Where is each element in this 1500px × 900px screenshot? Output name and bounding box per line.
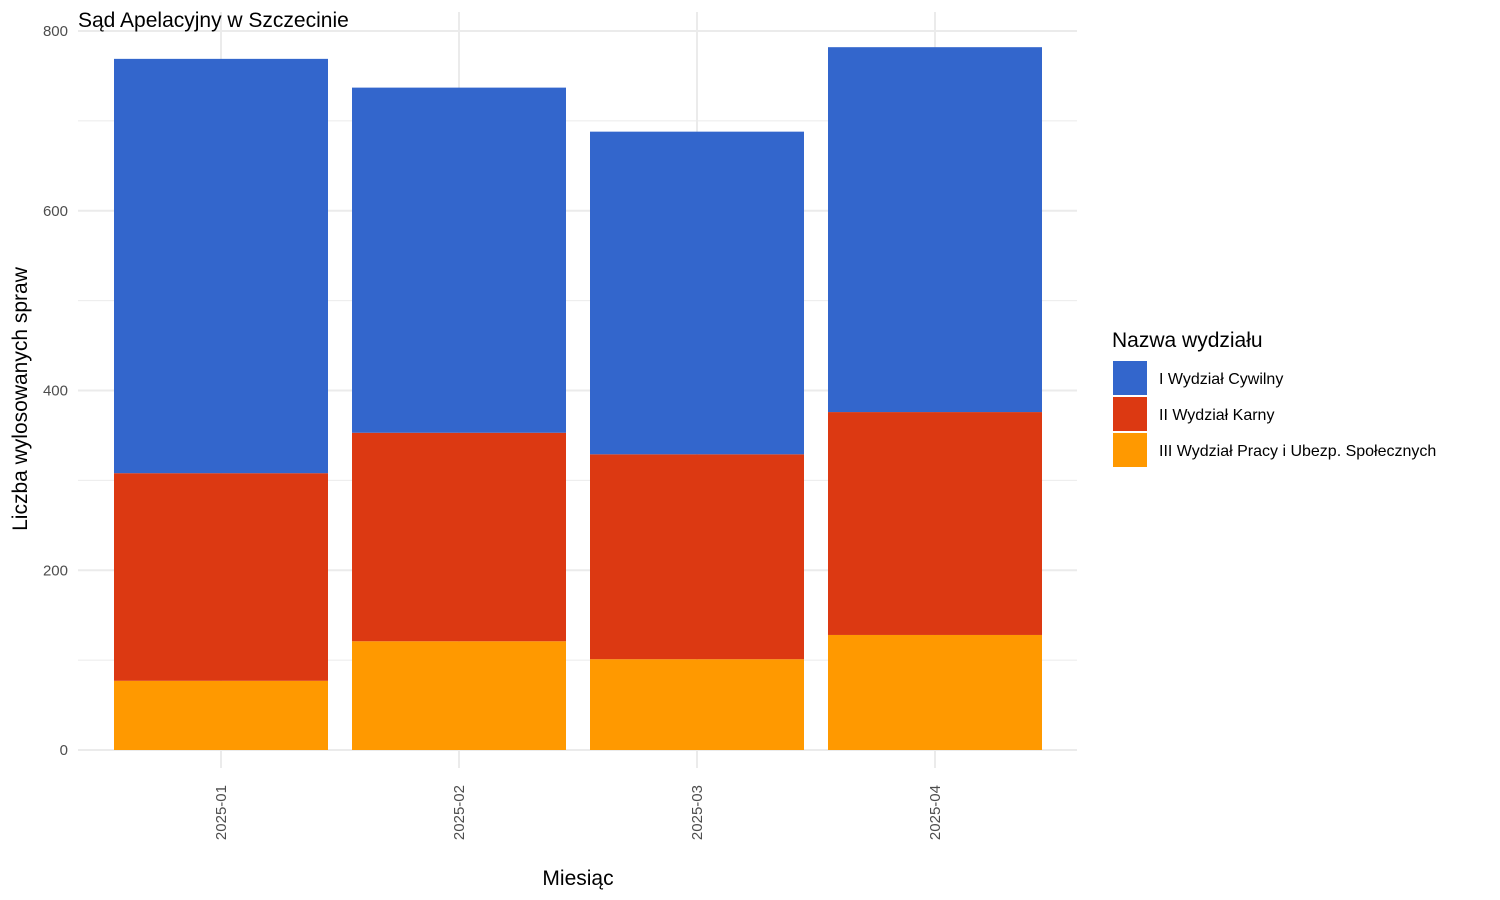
y-tick-label: 800 [43, 23, 68, 40]
bars [114, 47, 1042, 750]
bar-segment [828, 634, 1042, 750]
y-axis-ticks: 0 200 400 600 800 [43, 23, 68, 759]
y-tick-label: 600 [43, 203, 68, 220]
bar-segment [590, 131, 804, 455]
y-axis-title: Liczba wylosowanych spraw [9, 266, 32, 531]
x-tick-label: 2025-03 [689, 785, 706, 840]
legend-label: III Wydział Pracy i Ubezp. Społecznych [1159, 443, 1436, 460]
legend-label: I Wydział Cywilny [1159, 371, 1283, 388]
x-tick-label: 2025-02 [451, 785, 468, 840]
x-tick-label: 2025-04 [927, 785, 944, 840]
bar-segment [828, 412, 1042, 635]
bar-segment [352, 87, 566, 433]
legend-swatch [1113, 361, 1147, 395]
y-tick-label: 0 [60, 742, 68, 759]
bar-segment [114, 58, 328, 474]
bar-segment [590, 454, 804, 660]
y-tick-label: 200 [43, 562, 68, 579]
x-axis-ticks: 2025-01 2025-02 2025-03 2025-04 [213, 785, 944, 840]
x-tick-label: 2025-01 [213, 785, 230, 840]
bar-segment [352, 432, 566, 642]
x-axis-title: Miesiąc [542, 867, 613, 890]
legend-swatch [1113, 433, 1147, 467]
bar-segment [828, 47, 1042, 413]
legend-items: I Wydział Cywilny II Wydział Karny III Wyd… [1113, 361, 1436, 467]
legend-label: II Wydział Karny [1159, 407, 1274, 424]
chart-title: Sąd Apelacyjny w Szczecinie [78, 9, 349, 32]
bar-segment [114, 680, 328, 750]
legend-swatch [1113, 397, 1147, 431]
legend-title: Nazwa wydziału [1112, 329, 1263, 352]
bar-segment [590, 659, 804, 750]
bar-segment [114, 473, 328, 681]
legend: Nazwa wydziału I Wydział Cywilny II Wydzi… [1112, 329, 1436, 467]
bar-segment [352, 641, 566, 750]
y-tick-label: 400 [43, 383, 68, 400]
